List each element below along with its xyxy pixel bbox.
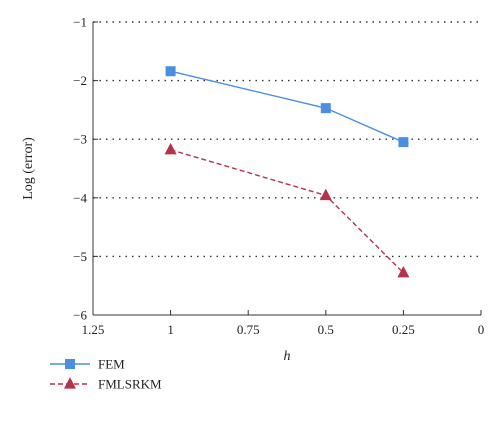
data-point-fmlsrkm	[397, 265, 410, 278]
series-fmlsrkm	[164, 142, 410, 278]
legend-label: FEM	[98, 357, 125, 372]
legend-swatch-marker	[64, 377, 76, 389]
y-axis-title: Log (error)	[21, 137, 36, 200]
data-point-fmlsrkm	[319, 188, 332, 201]
x-tick-label: 0	[478, 322, 485, 337]
legend-item-fem: FEM	[50, 357, 125, 372]
x-tick-label: 1	[167, 322, 174, 337]
data-point-fem	[320, 103, 331, 114]
legend-label: FMLSRKM	[98, 377, 162, 392]
y-tick-label: −6	[73, 308, 87, 323]
legend-swatch-marker	[65, 359, 75, 369]
y-axis-ticks: −1 −2 −3 −4 −5 −6	[73, 15, 98, 323]
x-tick-label: 0.75	[237, 322, 260, 337]
axes	[92, 22, 481, 316]
data-point-fem	[165, 66, 176, 77]
data-point-fem	[398, 137, 409, 148]
series-line-fmlsrkm	[170, 149, 404, 274]
grid-lines	[93, 21, 481, 258]
legend: FEM FMLSRKM	[50, 357, 162, 392]
y-tick-label: −2	[73, 73, 87, 88]
y-tick-label: −4	[73, 190, 87, 205]
x-axis-ticks: 1.25 1 0.75 0.5 0.25 0	[82, 310, 485, 337]
x-tick-label: 0.5	[318, 322, 334, 337]
series-line-fem	[170, 70, 404, 143]
x-tick-label: 1.25	[82, 322, 105, 337]
series-fem	[165, 66, 409, 148]
legend-item-fmlsrkm: FMLSRKM	[50, 377, 162, 392]
y-tick-label: −5	[73, 249, 87, 264]
data-point-fmlsrkm	[164, 142, 177, 155]
series-group	[164, 66, 410, 278]
y-tick-label: −1	[73, 15, 87, 30]
y-tick-label: −3	[73, 132, 87, 147]
x-tick-label: 0.25	[392, 322, 415, 337]
x-axis-title: h	[284, 349, 291, 364]
